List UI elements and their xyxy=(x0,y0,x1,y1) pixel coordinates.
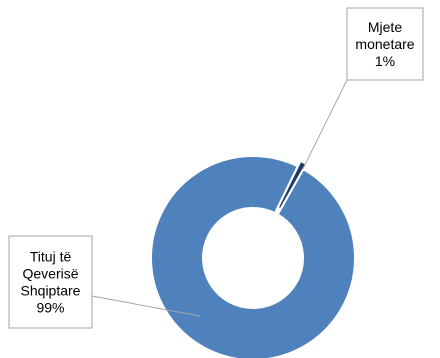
leader-lines-group xyxy=(91,79,348,317)
data-label-box-1 xyxy=(8,235,93,329)
data-label-0-line-1: monetare xyxy=(355,36,414,52)
slice-1 xyxy=(150,155,356,358)
data-label-1-line-3: 99% xyxy=(36,300,64,316)
slices-group xyxy=(150,155,356,358)
data-label-box-0 xyxy=(346,7,424,81)
data-label-0-line-0: Mjete xyxy=(368,19,402,35)
data-label-1-line-0: Tituj të xyxy=(30,249,72,265)
data-label-0-line-2: 1% xyxy=(375,53,395,69)
data-label-1-line-1: Qeverisë xyxy=(22,266,78,282)
leader-line-1 xyxy=(91,295,201,317)
leader-line-0 xyxy=(302,79,348,170)
data-label-1-line-2: Shqiptare xyxy=(21,283,81,299)
